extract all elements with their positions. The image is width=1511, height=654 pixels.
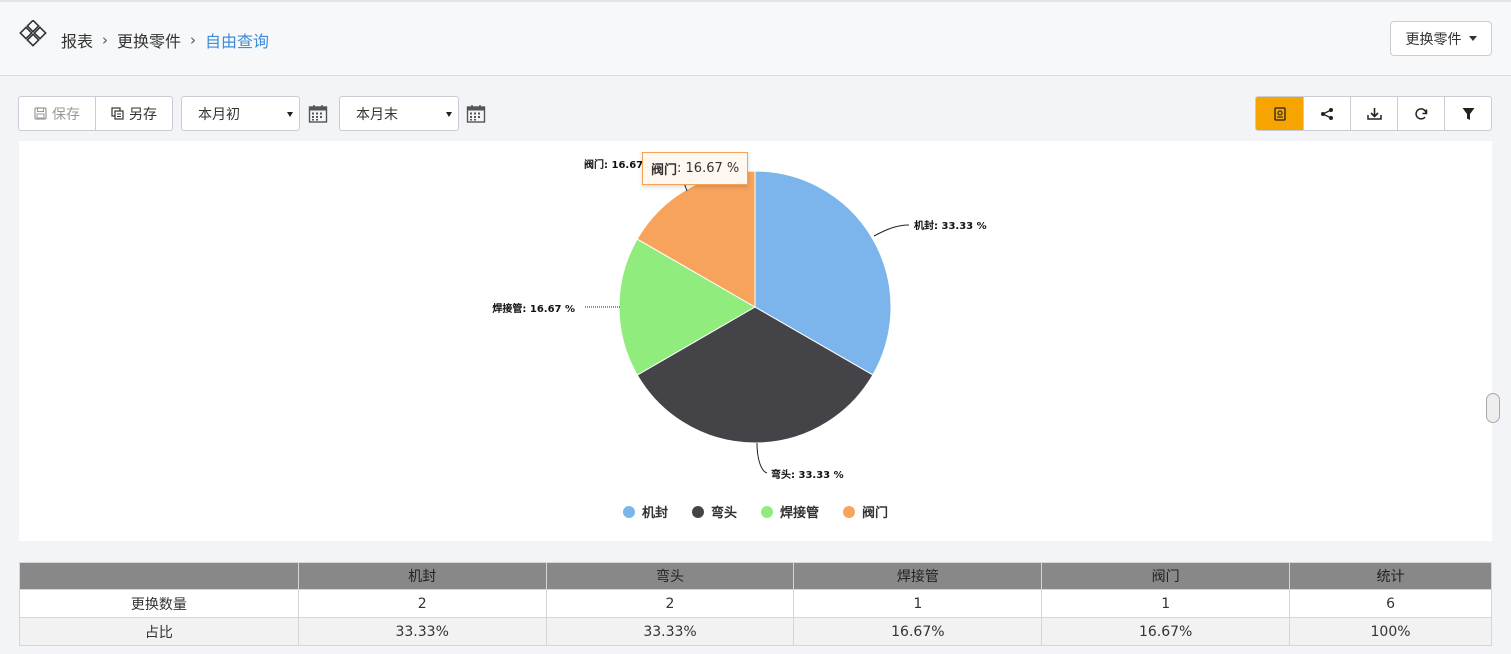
tooltip-value: : 16.67 % [677,161,740,176]
table-row: 更换数量 2 2 1 1 6 [19,589,1492,618]
breadcrumb-current: 自由查询 [205,32,270,51]
save-button[interactable]: 保存 [19,97,95,130]
legend-label: 阀门 [862,506,889,521]
table-header-cell: 阀门 [1041,562,1291,590]
chart-tooltip: 阀门 : 16.67 % [642,152,749,185]
report-icon [1273,106,1286,121]
chevron-right-icon: › [190,31,197,49]
legend-dot-icon [761,505,773,518]
table-cell: 16.67% [1041,617,1291,646]
pie-slice[interactable] [636,306,874,444]
refresh-button[interactable] [1397,97,1444,130]
calendar-icon[interactable] [308,104,328,124]
legend-item[interactable]: 机封 [622,502,668,521]
table-cell: 100% [1289,617,1492,646]
breadcrumb: 报表 › 更换零件 › 自由查询 [61,28,269,52]
table-header-cell: 弯头 [545,562,795,590]
page-header: 报表 › 更换零件 › 自由查询 更换零件 [0,0,1511,76]
table-cell: 更换数量 [19,589,299,618]
download-icon [1366,107,1382,120]
breadcrumb-item-reports[interactable]: 报表 [61,32,94,51]
share-icon [1321,107,1333,120]
pie-chart: 机封: 33.33 % 弯头: 33.33 % 焊接管: 16.67 % 阀门: 16… [492,158,987,481]
copy-icon [111,107,124,120]
legend-dot-icon [843,505,856,518]
table-header-cell: 统计 [1289,562,1492,590]
floppy-disk-icon [34,107,47,120]
legend-label: 弯头 [710,506,737,521]
table-cell: 1 [793,589,1043,618]
table-row: 占比 33.33% 33.33% 16.67% 16.67% 100% [19,617,1492,646]
table-header-cell: 焊接管 [793,562,1043,590]
breadcrumb-item-replace-parts[interactable]: 更换零件 [117,32,182,51]
chevron-right-icon: › [102,31,109,49]
logo-icon [19,20,47,47]
data-label: 机封: 33.33 % [914,219,987,232]
end-date-value: 本月末 [356,106,398,123]
save-button-group: 保存 另存 [18,96,173,131]
table-cell: 2 [545,589,795,618]
table-cell: 2 [297,589,547,618]
table-header-cell: 机封 [297,562,547,590]
legend-dot-icon [691,505,704,518]
save-as-label: 另存 [129,106,157,123]
report-view-button[interactable] [1256,97,1303,130]
pie-slice[interactable] [754,170,892,376]
table-cell: 1 [1041,589,1291,618]
filter-button[interactable] [1444,97,1491,130]
calendar-icon[interactable] [466,104,486,124]
caret-down-icon [1468,36,1477,41]
data-label-connector [873,224,910,237]
data-label-connector [756,442,768,474]
data-label: 阀门: 16.67 [584,158,643,171]
legend-item[interactable]: 弯头 [691,502,737,521]
caret-down-icon [287,112,293,117]
data-label: 焊接管: 16.67 % [492,302,575,315]
side-drawer-handle[interactable] [1486,393,1500,423]
table-header-row: 机封 弯头 焊接管 阀门 统计 [19,562,1492,590]
save-as-button[interactable]: 另存 [95,97,172,130]
download-button[interactable] [1350,97,1397,130]
share-button[interactable] [1303,97,1350,130]
tooltip-name: 阀门 [651,163,678,178]
table-cell: 16.67% [793,617,1043,646]
table-cell: 占比 [19,617,299,646]
table-cell: 33.33% [297,617,547,646]
chart-legend: 机封 弯头 焊接管 阀门 [19,502,1492,521]
data-table: 机封 弯头 焊接管 阀门 统计 更换数量 2 2 1 1 6 占比 33.33%… [19,562,1492,646]
data-label: 弯头: 33.33 % [771,468,844,481]
legend-label: 焊接管 [780,506,820,521]
start-date-value: 本月初 [198,106,240,123]
end-date-select[interactable]: 本月末 [339,96,459,131]
table-header-cell [19,562,299,590]
start-date-select[interactable]: 本月初 [181,96,300,131]
table-cell: 33.33% [545,617,795,646]
table-cell: 6 [1289,589,1492,618]
replace-parts-dropdown-button[interactable]: 更换零件 [1390,21,1492,56]
replace-parts-dropdown-label: 更换零件 [1405,31,1462,48]
chart-panel: 机封: 33.33 % 弯头: 33.33 % 焊接管: 16.67 % 阀门: 16… [19,141,1500,541]
legend-label: 机封 [641,506,668,521]
refresh-icon [1415,107,1428,120]
legend-dot-icon [622,505,635,518]
filter-icon [1462,107,1474,120]
legend-item[interactable]: 焊接管 [761,502,819,521]
chart-tool-group [1255,96,1492,131]
save-label: 保存 [52,106,80,123]
caret-down-icon [446,112,452,117]
legend-item[interactable]: 阀门 [843,502,888,521]
